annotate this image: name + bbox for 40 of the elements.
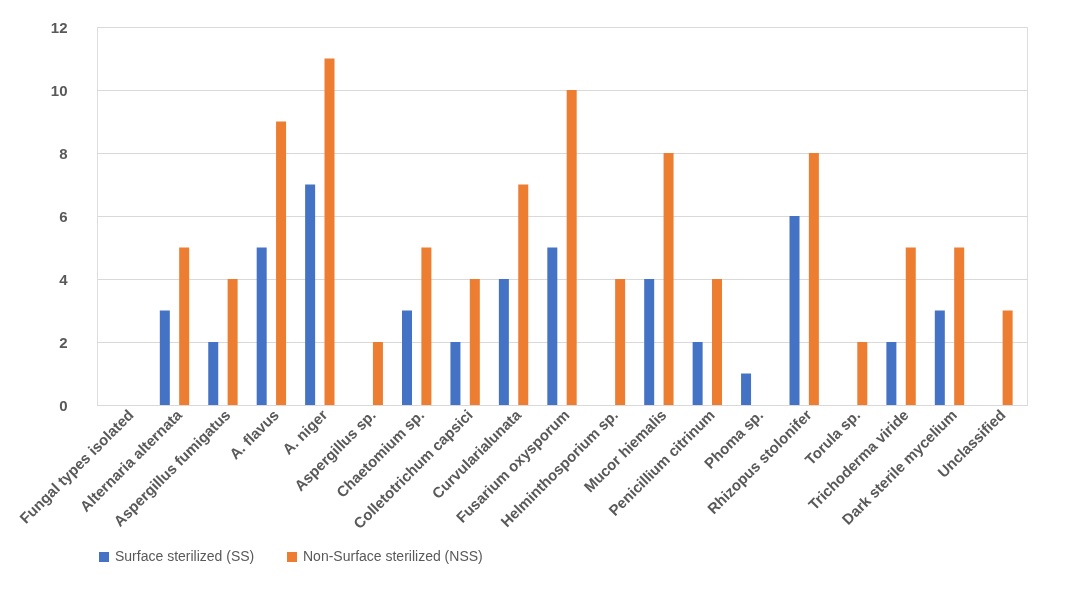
bar — [905, 247, 916, 405]
bar — [663, 153, 674, 405]
y-tick-label: 10 — [50, 81, 68, 99]
legend-label: Non-Surface sterilized (NSS) — [303, 548, 483, 564]
bar — [692, 342, 703, 405]
bar — [808, 153, 819, 405]
bar — [498, 279, 509, 405]
bar — [305, 184, 316, 405]
y-tick-label: 8 — [59, 144, 68, 162]
bar — [208, 342, 219, 405]
y-tick-label: 4 — [59, 270, 69, 288]
bar — [402, 310, 412, 405]
bar — [159, 310, 170, 405]
bar — [566, 90, 577, 405]
bar — [547, 247, 558, 405]
bar — [372, 342, 383, 405]
bar — [179, 247, 190, 405]
y-tick-label: 0 — [59, 396, 68, 414]
bar — [324, 58, 335, 405]
y-tick-label: 2 — [59, 333, 68, 351]
bar — [789, 216, 800, 405]
bar — [615, 279, 626, 405]
bar — [276, 121, 287, 405]
bar — [469, 279, 480, 405]
y-tick-label: 12 — [50, 18, 68, 36]
bar — [421, 247, 432, 405]
bar — [227, 279, 238, 405]
bar — [954, 247, 965, 405]
bar — [518, 184, 529, 405]
bar — [256, 247, 267, 405]
bar — [886, 342, 897, 405]
legend-label: Surface sterilized (SS) — [115, 548, 255, 564]
bar — [644, 279, 655, 405]
bar — [450, 342, 461, 405]
bar — [934, 310, 945, 405]
bar — [1002, 310, 1013, 405]
bar — [857, 342, 868, 405]
bar — [741, 373, 752, 405]
y-tick-label: 6 — [59, 207, 68, 225]
bar — [712, 279, 722, 405]
